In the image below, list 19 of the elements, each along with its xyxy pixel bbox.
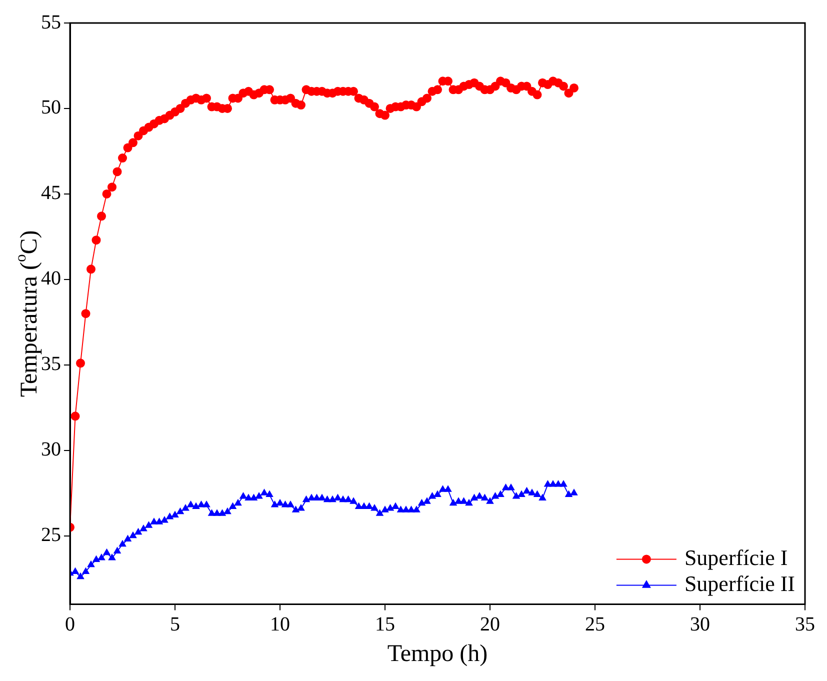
x-tick-label: 30 [690, 613, 710, 636]
y-tick-label: 40 [41, 268, 61, 290]
x-tick-label: 35 [795, 613, 815, 636]
x-tick-label: 5 [170, 613, 180, 636]
x-tick-label: 10 [270, 613, 290, 636]
y-tick-label: 45 [41, 182, 61, 204]
y-tick-label: 55 [41, 11, 61, 34]
y-tick-label: 35 [41, 353, 61, 376]
y-tick-label: 50 [41, 96, 61, 119]
y-axis-title: Temperatura (oC) [12, 230, 42, 397]
y-tick-label: 25 [41, 524, 61, 546]
x-axis-title: Tempo (h) [387, 640, 488, 667]
x-tick-label: 0 [65, 613, 75, 636]
legend-label: Superfície I [684, 544, 788, 570]
x-tick-label: 20 [480, 613, 500, 636]
legend-label: Superfície II [684, 570, 796, 596]
x-tick-label: 25 [585, 613, 605, 636]
y-tick-label: 30 [41, 438, 61, 461]
x-tick-label: 15 [375, 613, 395, 636]
